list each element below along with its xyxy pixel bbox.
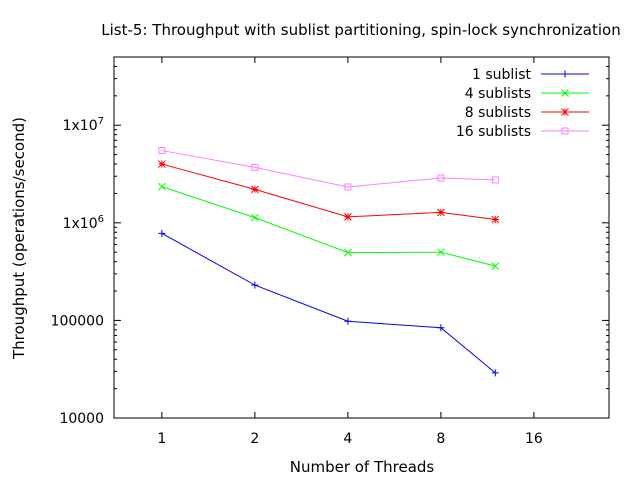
- legend-entry: 8 sublists: [465, 105, 589, 121]
- y-tick-label: 1x107: [63, 116, 104, 134]
- data-point: [158, 147, 166, 155]
- legend-label: 16 sublists: [456, 124, 531, 140]
- legend-entry: 4 sublists: [465, 86, 589, 102]
- data-point: [158, 229, 166, 237]
- data-point: [437, 248, 445, 257]
- plot-frame: [113, 56, 610, 419]
- data-point: [158, 182, 166, 191]
- y-tick-label: 10000: [59, 411, 104, 427]
- x-tick-label: 2: [250, 431, 259, 447]
- plot-area: 1 2 4 8 16 10000 100000 1x106 1x107: [51, 56, 610, 447]
- legend-entry: 1 sublist: [472, 67, 589, 83]
- chart-title: List-5: Throughput with sublist partitio…: [101, 21, 620, 39]
- legend-entry: 16 sublists: [456, 124, 589, 140]
- legend: 1 sublist 4 sublists 8 sublists 16 sublists: [456, 67, 589, 140]
- data-point: [344, 317, 352, 325]
- data-point: [344, 183, 352, 191]
- x-tick-label: 1: [157, 431, 166, 447]
- data-point: [491, 262, 500, 270]
- series-2: [158, 182, 500, 270]
- series-line: [161, 232, 496, 374]
- legend-label: 1 sublist: [472, 67, 531, 83]
- legend-marker: [561, 127, 569, 135]
- x-axis-label: Number of Threads: [290, 458, 435, 476]
- x-tick-label: 4: [343, 431, 352, 447]
- series-line: [161, 186, 496, 267]
- data-point: [344, 248, 352, 257]
- data-point: [251, 213, 259, 222]
- y-axis-label: Throughput (operations/second): [10, 117, 28, 360]
- x-tick-label: 16: [525, 431, 543, 447]
- data-point: [251, 185, 259, 194]
- data-point: [437, 208, 445, 217]
- x-tick-label: 8: [436, 431, 445, 447]
- legend-marker: [561, 70, 569, 78]
- y-tick-label: 1x106: [63, 214, 104, 232]
- series-line: [161, 150, 496, 188]
- series-3: [158, 160, 500, 224]
- legend-label: 4 sublists: [465, 86, 531, 102]
- legend-marker: [561, 108, 569, 116]
- data-point: [251, 281, 259, 289]
- data-point: [491, 176, 499, 184]
- legend-label: 8 sublists: [465, 105, 531, 121]
- y-tick-label: 100000: [51, 313, 104, 329]
- data-point: [344, 213, 352, 221]
- data-point: [251, 163, 259, 171]
- series-line: [161, 163, 496, 221]
- data-point: [437, 324, 445, 332]
- data-point: [491, 215, 500, 224]
- series-4: [158, 147, 499, 191]
- legend-marker: [561, 89, 569, 97]
- data-point: [491, 369, 499, 377]
- data-point: [158, 160, 166, 168]
- data-point: [437, 174, 445, 182]
- series-1: [158, 229, 499, 377]
